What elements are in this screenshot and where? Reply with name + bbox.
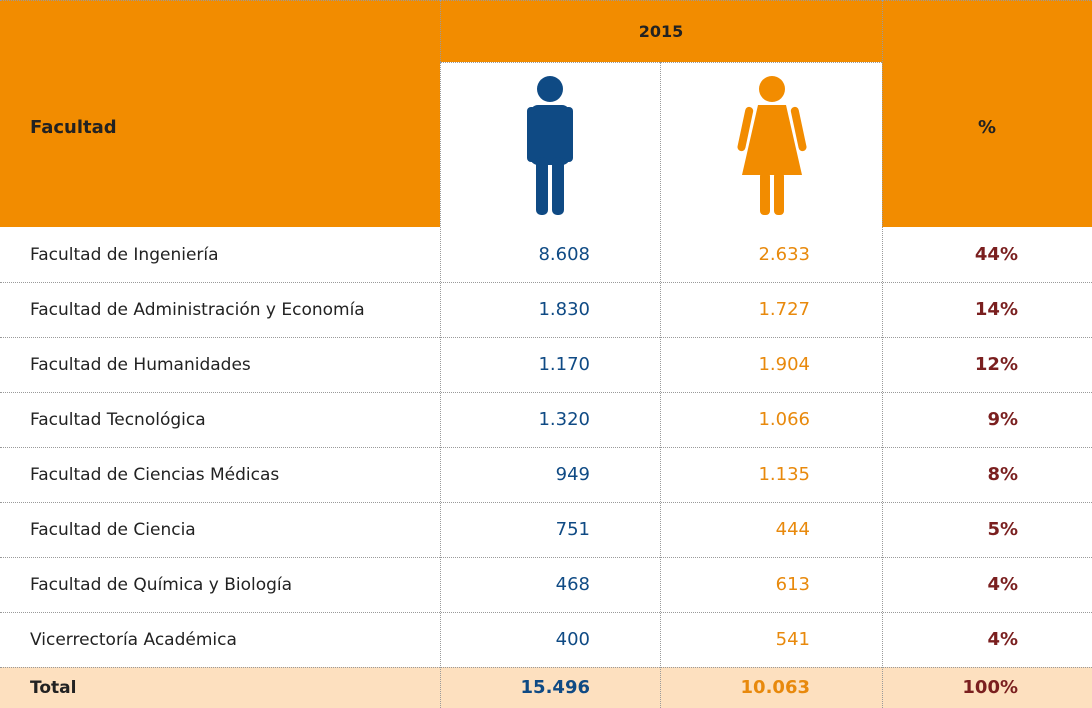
female-count: 1.727 xyxy=(758,299,810,320)
female-icon xyxy=(737,76,807,215)
male-count: 1.170 xyxy=(538,354,590,375)
female-count: 1.135 xyxy=(758,464,810,485)
total-female-count: 10.063 xyxy=(740,677,810,698)
row-divider xyxy=(0,337,1092,338)
row-divider xyxy=(0,557,1092,558)
faculty-name: Facultad Tecnológica xyxy=(30,409,206,430)
gender-icons xyxy=(527,76,807,215)
percent-value: 4% xyxy=(987,629,1018,650)
top-border xyxy=(0,0,1092,1)
female-count: 444 xyxy=(775,519,810,540)
female-count: 613 xyxy=(775,574,810,595)
faculty-name: Facultad de Ingeniería xyxy=(30,244,219,265)
faculty-name: Vicerrectoría Académica xyxy=(30,629,237,650)
header-band xyxy=(0,0,1092,62)
row-divider xyxy=(0,392,1092,393)
total-faculty-name: Total xyxy=(30,677,77,698)
male-count: 1.320 xyxy=(538,409,590,430)
faculty-name: Facultad de Química y Biología xyxy=(30,574,293,595)
male-count: 8.608 xyxy=(538,244,590,265)
header-divider xyxy=(440,62,882,63)
percent-header: % xyxy=(977,116,997,138)
male-count: 949 xyxy=(555,464,590,485)
female-count: 1.904 xyxy=(758,354,810,375)
percent-value: 12% xyxy=(974,354,1018,375)
year-header: 2015 xyxy=(638,21,684,41)
faculty-name: Facultad de Humanidades xyxy=(30,354,251,375)
faculty-header: Facultad xyxy=(30,116,117,138)
male-count: 751 xyxy=(555,519,590,540)
male-icon xyxy=(527,76,573,215)
faculty-name: Facultad de Ciencia xyxy=(30,519,196,540)
female-count: 1.066 xyxy=(758,409,810,430)
row-divider xyxy=(0,447,1092,448)
female-count: 541 xyxy=(775,629,810,650)
faculty-name: Facultad de Ciencias Médicas xyxy=(30,464,280,485)
percent-value: 8% xyxy=(987,464,1018,485)
percent-value: 5% xyxy=(987,519,1018,540)
female-count: 2.633 xyxy=(758,244,810,265)
row-divider xyxy=(0,612,1092,613)
row-divider xyxy=(0,667,1092,668)
col-divider xyxy=(660,62,661,708)
faculty-name: Facultad de Administración y Economía xyxy=(30,299,365,320)
total-band xyxy=(0,667,1092,708)
percent-value: 9% xyxy=(987,409,1018,430)
row-divider xyxy=(0,502,1092,503)
header-band xyxy=(882,62,1092,227)
male-count: 400 xyxy=(555,629,590,650)
percent-value: 4% xyxy=(987,574,1018,595)
row-divider xyxy=(0,282,1092,283)
percent-value: 44% xyxy=(974,244,1018,265)
total-percent-value: 100% xyxy=(962,677,1018,698)
total-male-count: 15.496 xyxy=(520,677,590,698)
col-divider xyxy=(882,0,883,708)
male-count: 1.830 xyxy=(538,299,590,320)
percent-value: 14% xyxy=(974,299,1018,320)
male-count: 468 xyxy=(555,574,590,595)
col-divider xyxy=(440,0,441,708)
header-band xyxy=(0,62,440,227)
